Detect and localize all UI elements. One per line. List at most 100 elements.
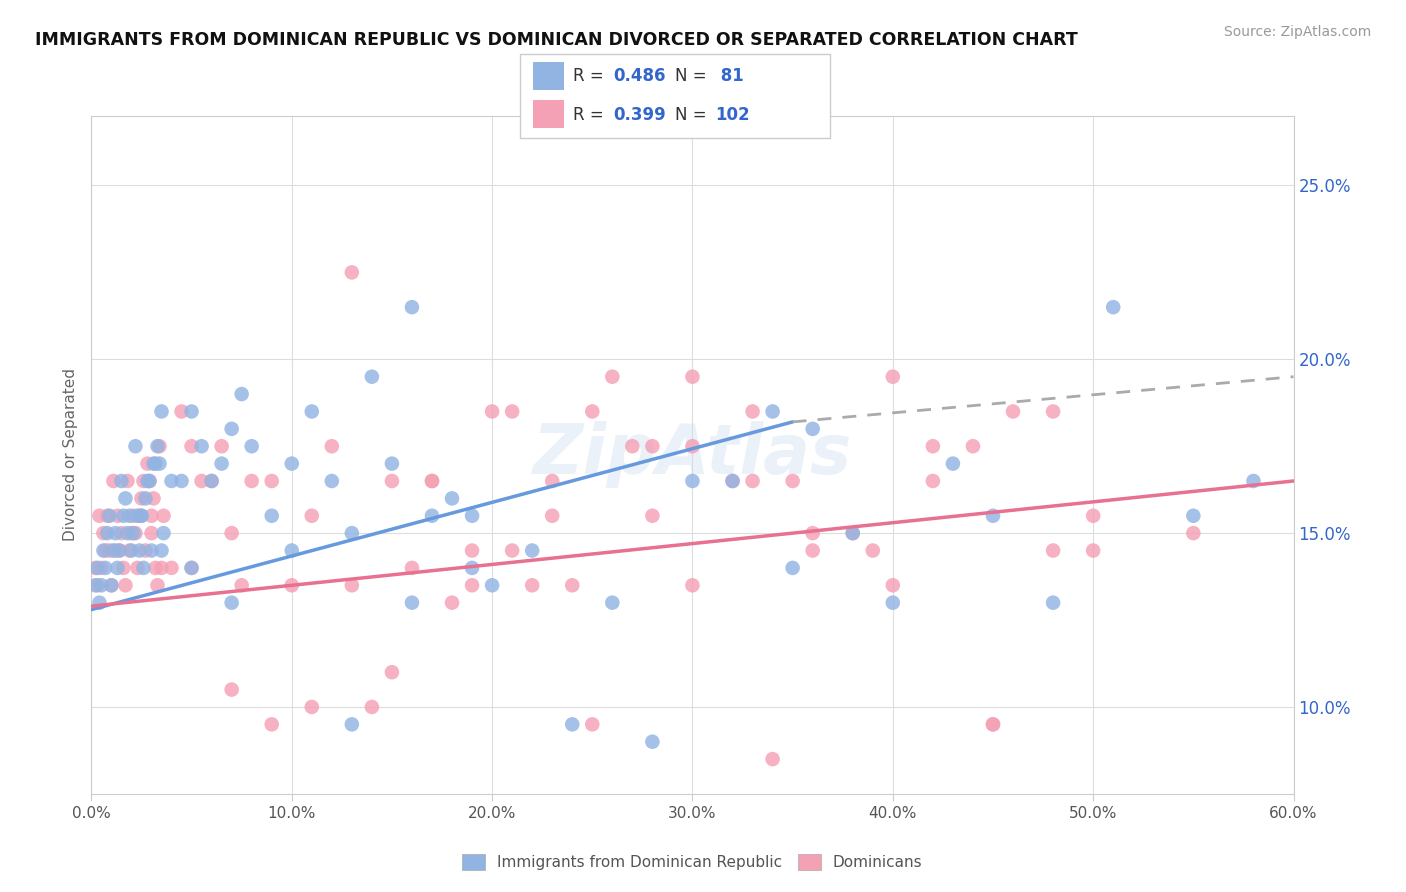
Point [112,561,135,575]
Point [541,508,564,523]
Point [841,526,863,541]
Point [86,561,108,575]
Text: R =: R = [572,106,609,124]
Point [180,561,202,575]
Point [401,596,423,610]
Point [221,682,243,697]
Point [602,369,624,384]
Point [132,474,155,488]
Point [84,578,107,592]
Point [581,404,603,418]
Point [1182,508,1205,523]
Text: 81: 81 [716,67,744,85]
Point [148,439,170,453]
Point [96,526,118,541]
Point [136,457,159,471]
Point [93,526,115,541]
Point [89,508,111,523]
Point [520,543,543,558]
Text: N =: N = [675,106,711,124]
Point [981,717,1004,731]
Point [170,404,193,418]
Point [160,474,183,488]
Point [281,578,304,592]
Point [94,561,117,575]
Point [1042,596,1064,610]
Point [221,526,243,541]
Point [340,578,363,592]
Point [211,457,233,471]
Text: 0.486: 0.486 [613,67,665,85]
Point [131,491,153,506]
Point [122,526,145,541]
Point [84,561,107,575]
Point [180,404,202,418]
Point [141,508,163,523]
Point [100,578,122,592]
Point [461,561,484,575]
Point [110,474,132,488]
Point [136,474,159,488]
Point [762,404,785,418]
Point [1042,543,1064,558]
Point [190,474,212,488]
Point [124,439,146,453]
Point [721,474,744,488]
Point [981,508,1004,523]
Text: IMMIGRANTS FROM DOMINICAN REPUBLIC VS DOMINICAN DIVORCED OR SEPARATED CORRELATIO: IMMIGRANTS FROM DOMINICAN REPUBLIC VS DO… [35,31,1078,49]
Point [121,526,143,541]
Point [240,439,263,453]
Point [801,422,824,436]
Point [121,543,143,558]
Point [231,387,253,401]
Point [103,474,125,488]
Point [561,578,583,592]
Point [96,508,118,523]
Point [141,526,163,541]
Point [281,543,304,558]
Point [801,543,824,558]
Point [621,439,644,453]
Point [148,457,170,471]
Point [942,457,965,471]
Point [561,717,583,731]
Point [104,526,127,541]
Point [420,474,443,488]
Point [1083,508,1105,523]
Point [180,561,202,575]
Point [401,300,423,314]
Point [1182,526,1205,541]
Point [882,578,904,592]
Point [360,700,382,714]
Bar [533,62,564,90]
Point [381,665,404,680]
Point [641,439,664,453]
Point [301,508,323,523]
Text: 0.399: 0.399 [613,106,666,124]
Point [89,596,111,610]
Point [420,474,443,488]
Point [134,491,156,506]
Point [160,561,183,575]
Point [461,543,484,558]
Point [841,526,863,541]
Point [321,439,343,453]
Point [461,508,484,523]
Text: ZipAtlas: ZipAtlas [533,421,852,489]
Point [110,526,132,541]
Point [1243,474,1265,488]
Point [401,561,423,575]
Point [131,508,153,523]
Point [801,526,824,541]
Point [581,717,603,731]
Point [180,439,202,453]
Point [127,508,149,523]
Point [922,439,945,453]
Point [681,439,703,453]
Point [481,578,503,592]
Point [104,543,127,558]
Point [138,474,160,488]
Point [90,578,112,592]
Point [681,474,703,488]
Point [681,578,703,592]
